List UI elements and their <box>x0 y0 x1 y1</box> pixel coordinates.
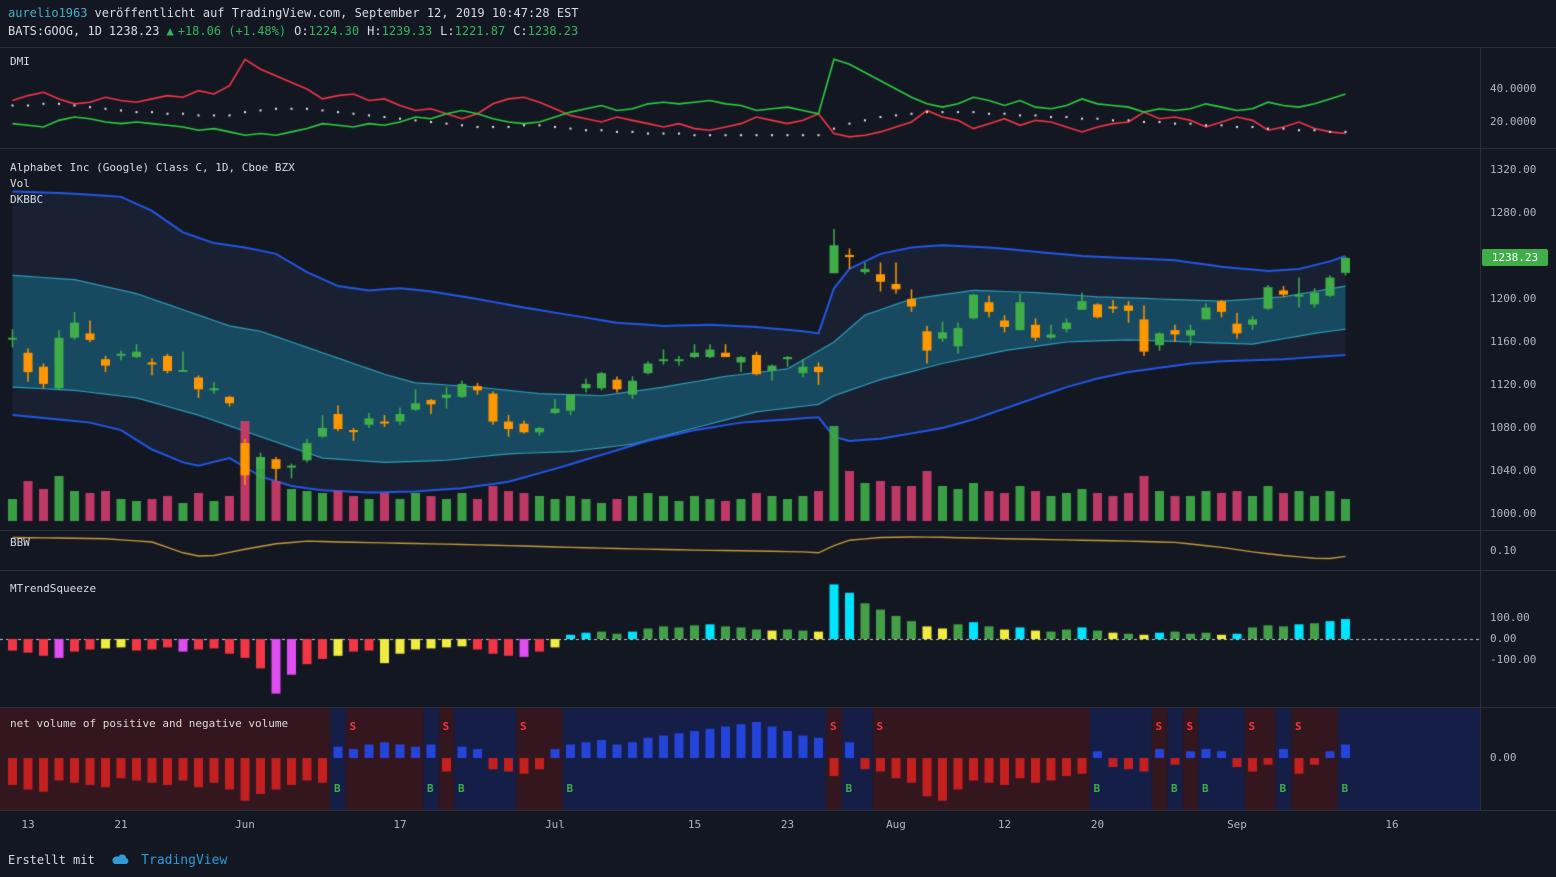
mtrend-title: MTrendSqueeze <box>10 582 97 595</box>
price-axis-label: 1120.00 <box>1490 378 1537 391</box>
symbol-ohlc-bar: BATS:GOOG, 1D 1238.23 ▲ +18.06 (+1.48%) O:12… <box>8 24 578 38</box>
price-axis-label: 1280.00 <box>1490 206 1537 219</box>
buy-marker: B <box>1341 782 1349 795</box>
buy-marker: B <box>334 782 341 795</box>
time-axis-label: 13 <box>21 818 35 831</box>
dmi-pane[interactable] <box>0 48 1480 148</box>
buy-marker: B <box>458 782 465 795</box>
footer-bar: Erstellt mit TradingView <box>8 851 227 868</box>
panel-separator <box>0 810 1556 811</box>
time-axis-label: 20 <box>1090 818 1105 831</box>
price-pane[interactable] <box>0 149 1480 530</box>
tradingview-link[interactable]: TradingView <box>141 853 228 868</box>
created-with-text: Erstellt mit <box>8 853 95 867</box>
dmi-title: DMI <box>10 55 30 68</box>
panel-separator <box>0 707 1556 708</box>
indicator-legend: DKBBC <box>10 193 44 206</box>
bbw-title: BBW <box>10 536 30 549</box>
time-axis-label: 16 <box>1385 818 1399 831</box>
netvolume-pane[interactable] <box>0 708 1480 810</box>
up-arrow-icon: ▲ <box>166 24 174 38</box>
symbol-label: BATS:GOOG, 1D <box>8 24 102 38</box>
publish-info-bar: aurelio1963 veröffentlicht auf TradingVie… <box>8 6 579 20</box>
buy-marker: B <box>845 782 853 795</box>
sell-marker: S <box>1295 720 1302 733</box>
time-axis-label: 23 <box>780 818 795 831</box>
panel-separator <box>0 570 1556 571</box>
buy-marker: B <box>427 782 434 795</box>
price-axis-label: 1040.00 <box>1490 464 1537 477</box>
high-value: 1239.33 <box>381 24 433 38</box>
last-price: 1238.23 <box>108 24 160 38</box>
sell-marker: S <box>830 720 837 733</box>
buy-marker: B <box>1171 782 1178 795</box>
buy-marker: B <box>1093 782 1101 795</box>
tradingview-logo-icon[interactable] <box>110 853 130 866</box>
sell-marker: S <box>1248 720 1256 733</box>
volume-legend: Vol <box>10 177 30 190</box>
netvolume-title: net volume of positive and negative volu… <box>10 717 289 730</box>
sell-marker: S <box>442 720 450 733</box>
price-axis-label: 1160.00 <box>1490 335 1537 348</box>
close-value: 1238.23 <box>527 24 579 38</box>
mtrend-pane[interactable] <box>0 571 1480 707</box>
time-axis-label: Aug <box>886 818 906 831</box>
username-link[interactable]: aurelio1963 <box>8 6 88 20</box>
price-axis-label: 1320.00 <box>1490 163 1537 176</box>
time-axis-label: 15 <box>687 818 702 831</box>
mtrend-axis-label: 100.00 <box>1490 611 1530 624</box>
mtrend-axis-label: 0.00 <box>1490 632 1517 645</box>
sell-marker: S <box>349 720 357 733</box>
time-axis-label: Sep <box>1227 818 1247 831</box>
bbw-axis-label: 0.10 <box>1490 544 1517 557</box>
time-axis-label: 17 <box>393 818 407 831</box>
bbw-pane[interactable] <box>0 531 1480 570</box>
price-change: +18.06 (+1.48%) <box>177 24 287 38</box>
sell-marker: S <box>1155 720 1163 733</box>
high-label: H: <box>367 24 382 38</box>
mtrend-axis-label: -100.00 <box>1490 653 1537 666</box>
price-axis-label: 1200.00 <box>1490 292 1537 305</box>
netvolume-axis-label: 0.00 <box>1490 751 1517 764</box>
buy-marker: B <box>1279 782 1287 795</box>
main-title: Alphabet Inc (Google) Class C, 1D, Cboe … <box>10 161 295 174</box>
sell-marker: S <box>1186 720 1194 733</box>
open-label: O: <box>294 24 309 38</box>
panel-separator <box>0 530 1556 531</box>
low-value: 1221.87 <box>454 24 506 38</box>
dmi-axis-label: 40.0000 <box>1490 82 1537 95</box>
low-label: L: <box>440 24 455 38</box>
dmi-axis-label: 20.0000 <box>1490 115 1537 128</box>
price-axis-label: 1080.00 <box>1490 421 1537 434</box>
panel-separator <box>0 148 1556 149</box>
last-price-badge: 1238.23 <box>1482 249 1548 266</box>
panel-separator <box>0 47 1556 48</box>
buy-marker: B <box>566 782 574 795</box>
open-value: 1224.30 <box>308 24 360 38</box>
publish-text: veröffentlicht auf TradingView.com, Sept… <box>94 6 579 20</box>
buy-marker: B <box>1202 782 1209 795</box>
close-label: C: <box>513 24 528 38</box>
price-scale-separator <box>1480 47 1481 810</box>
price-axis-label: 1000.00 <box>1490 507 1537 520</box>
sell-marker: S <box>520 720 527 733</box>
time-axis-label: Jun <box>235 818 255 831</box>
time-axis-label: Jul <box>545 818 565 831</box>
time-axis-label: 12 <box>997 818 1012 831</box>
sell-marker: S <box>876 720 884 733</box>
time-axis-label: 21 <box>114 818 128 831</box>
